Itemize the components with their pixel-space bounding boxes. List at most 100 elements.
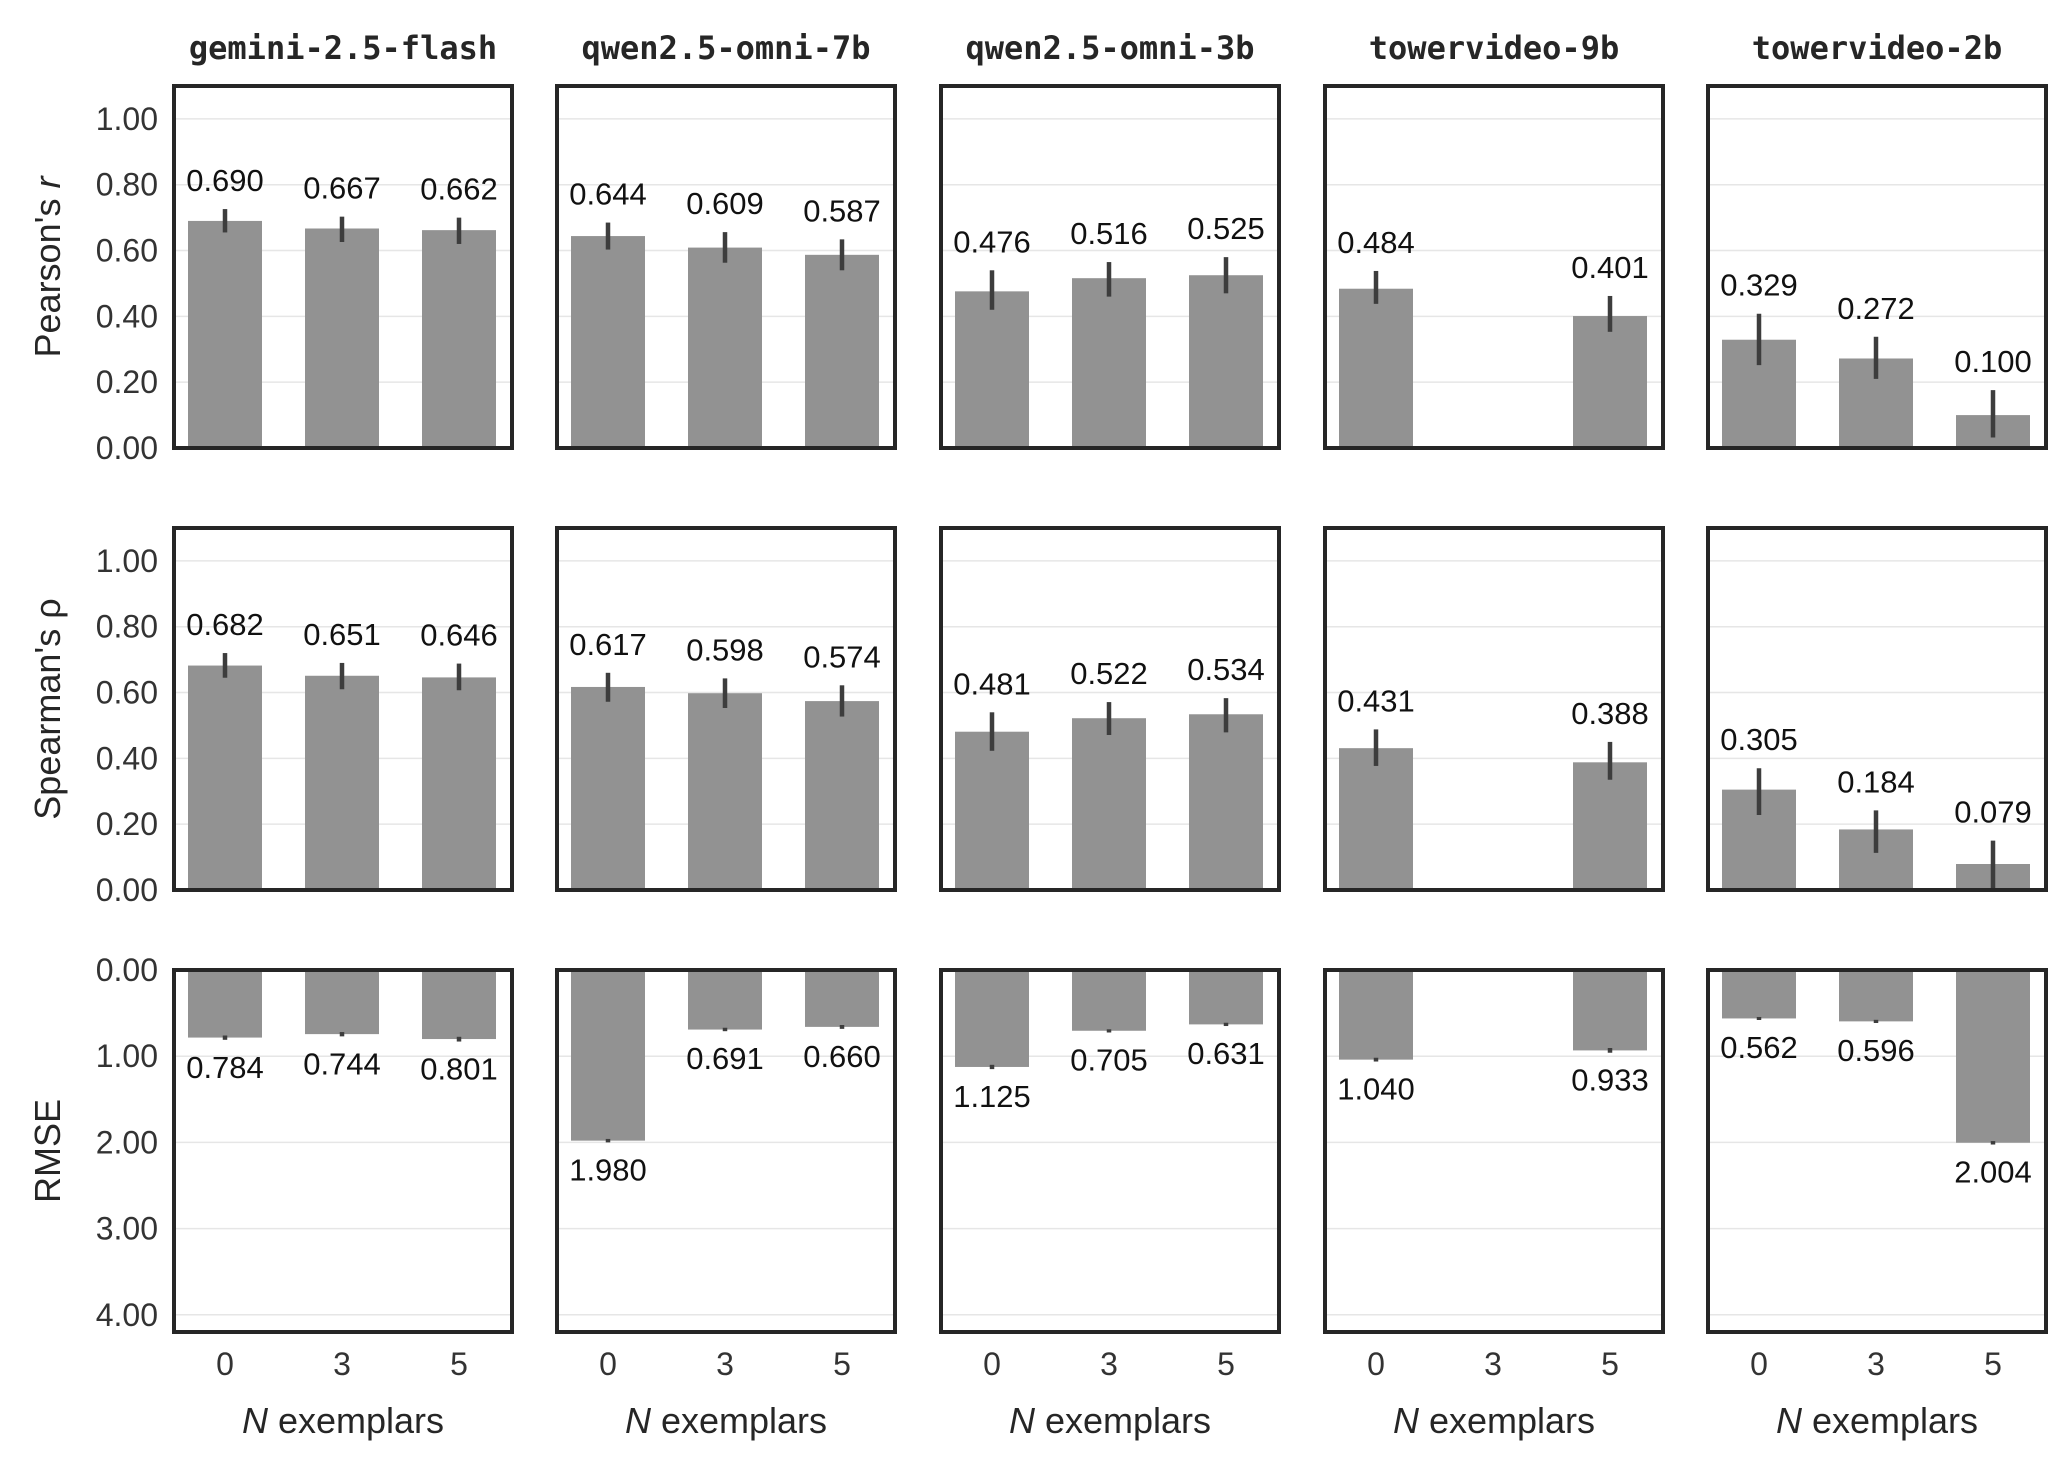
bar-spearman-qwen2.5-omni-7b-0 [571, 686, 645, 890]
bar-spearman-towervideo-9b-0 [1339, 748, 1413, 890]
value-label: 1.980 [569, 1152, 647, 1187]
value-label: 0.184 [1837, 764, 1915, 799]
xtick-label: 3 [1867, 1346, 1885, 1382]
value-label: 0.562 [1720, 1030, 1798, 1065]
xtick-label: 0 [1750, 1346, 1768, 1382]
bar-pearson-gemini-2.5-flash-5 [422, 230, 496, 448]
ytick-label-pearson: 0.40 [96, 298, 158, 334]
bar-rmse-towervideo-9b-5 [1573, 970, 1647, 1051]
value-label: 0.690 [186, 163, 264, 198]
bar-pearson-qwen2.5-omni-3b-0 [955, 291, 1029, 448]
bar-rmse-towervideo-2b-5 [1956, 970, 2030, 1143]
bar-pearson-qwen2.5-omni-7b-5 [805, 254, 879, 448]
bar-spearman-qwen2.5-omni-3b-3 [1072, 718, 1146, 890]
ytick-label-rmse: 3.00 [96, 1211, 158, 1247]
xtick-label: 3 [1484, 1346, 1502, 1382]
value-label: 0.933 [1571, 1063, 1649, 1098]
bar-rmse-towervideo-2b-0 [1722, 970, 1796, 1019]
panel-frame [1323, 84, 1665, 450]
value-label: 0.305 [1720, 722, 1798, 757]
xtick-label: 5 [833, 1346, 851, 1382]
bar-rmse-qwen2.5-omni-3b-5 [1189, 970, 1263, 1025]
ytick-label-pearson: 0.60 [96, 233, 158, 269]
panel-frame [939, 968, 1281, 1334]
value-label: 0.596 [1837, 1033, 1915, 1068]
xtick-label: 5 [1984, 1346, 2002, 1382]
bar-rmse-qwen2.5-omni-3b-0 [955, 970, 1029, 1067]
panel-frame [172, 84, 514, 450]
bar-spearman-qwen2.5-omni-3b-0 [955, 731, 1029, 890]
xtick-label: 0 [599, 1346, 617, 1382]
value-label: 0.401 [1571, 250, 1649, 285]
ylabel-pearson: Pearson's r [27, 175, 68, 358]
ytick-label-spearman: 0.60 [96, 675, 158, 711]
value-label: 0.646 [420, 618, 498, 653]
value-label: 0.691 [686, 1041, 764, 1076]
bar-spearman-gemini-2.5-flash-0 [188, 665, 262, 890]
value-label: 0.667 [303, 171, 381, 206]
panel-frame [172, 526, 514, 892]
ytick-label-rmse: 2.00 [96, 1124, 158, 1160]
xlabel: N exemplars [625, 1400, 827, 1441]
xtick-label: 5 [450, 1346, 468, 1382]
panel-frame [1706, 526, 2048, 892]
value-label: 0.609 [686, 186, 764, 221]
ytick-label-spearman: 0.00 [96, 872, 158, 908]
value-label: 2.004 [1954, 1155, 2032, 1190]
value-label: 0.516 [1070, 216, 1148, 251]
ytick-label-pearson: 0.20 [96, 364, 158, 400]
value-label: 0.329 [1720, 268, 1798, 303]
xlabel: N exemplars [1009, 1400, 1211, 1441]
bar-pearson-qwen2.5-omni-7b-3 [688, 247, 762, 448]
value-label: 0.587 [803, 193, 881, 228]
bar-spearman-gemini-2.5-flash-3 [305, 675, 379, 890]
value-label: 0.644 [569, 177, 647, 212]
value-label: 0.534 [1187, 652, 1265, 687]
bar-rmse-qwen2.5-omni-7b-5 [805, 970, 879, 1027]
panel-frame [1323, 526, 1665, 892]
ytick-label-spearman: 0.80 [96, 609, 158, 645]
ytick-label-rmse: 0.00 [96, 952, 158, 988]
value-label: 0.079 [1954, 795, 2032, 830]
panel-frame [555, 84, 897, 450]
bar-pearson-qwen2.5-omni-3b-5 [1189, 275, 1263, 448]
bar-pearson-qwen2.5-omni-3b-3 [1072, 278, 1146, 448]
xtick-label: 3 [716, 1346, 734, 1382]
bar-pearson-towervideo-9b-5 [1573, 316, 1647, 448]
value-label: 0.431 [1337, 683, 1415, 718]
panel-title: gemini-2.5-flash [189, 29, 497, 67]
value-label: 0.598 [686, 632, 764, 667]
value-label: 0.100 [1954, 344, 2032, 379]
value-label: 0.522 [1070, 656, 1148, 691]
xtick-label: 5 [1217, 1346, 1235, 1382]
panel-frame [555, 968, 897, 1334]
bar-rmse-towervideo-2b-3 [1839, 970, 1913, 1022]
bar-rmse-gemini-2.5-flash-0 [188, 970, 262, 1038]
panel-title: qwen2.5-omni-3b [966, 29, 1255, 67]
bar-rmse-gemini-2.5-flash-3 [305, 970, 379, 1035]
value-label: 0.784 [186, 1050, 264, 1085]
ytick-label-pearson: 1.00 [96, 101, 158, 137]
value-label: 0.660 [803, 1039, 881, 1074]
bar-spearman-towervideo-9b-5 [1573, 762, 1647, 890]
xtick-label: 3 [333, 1346, 351, 1382]
value-label: 0.388 [1571, 696, 1649, 731]
value-label: 0.682 [186, 607, 264, 642]
panel-title: qwen2.5-omni-7b [582, 29, 871, 67]
bar-pearson-qwen2.5-omni-7b-0 [571, 236, 645, 448]
value-label: 0.651 [303, 617, 381, 652]
xtick-label: 0 [983, 1346, 1001, 1382]
xtick-label: 0 [216, 1346, 234, 1382]
ytick-label-pearson: 0.80 [96, 167, 158, 203]
ytick-label-spearman: 0.20 [96, 806, 158, 842]
value-label: 1.125 [953, 1079, 1031, 1114]
bar-pearson-gemini-2.5-flash-0 [188, 220, 262, 448]
value-label: 0.662 [420, 172, 498, 207]
panel-frame [1706, 968, 2048, 1334]
xlabel: N exemplars [1393, 1400, 1595, 1441]
ytick-label-rmse: 4.00 [96, 1297, 158, 1333]
xtick-label: 0 [1367, 1346, 1385, 1382]
value-label: 0.617 [569, 627, 647, 662]
panel-frame [172, 968, 514, 1334]
ylabel-rmse: RMSE [27, 1099, 68, 1203]
